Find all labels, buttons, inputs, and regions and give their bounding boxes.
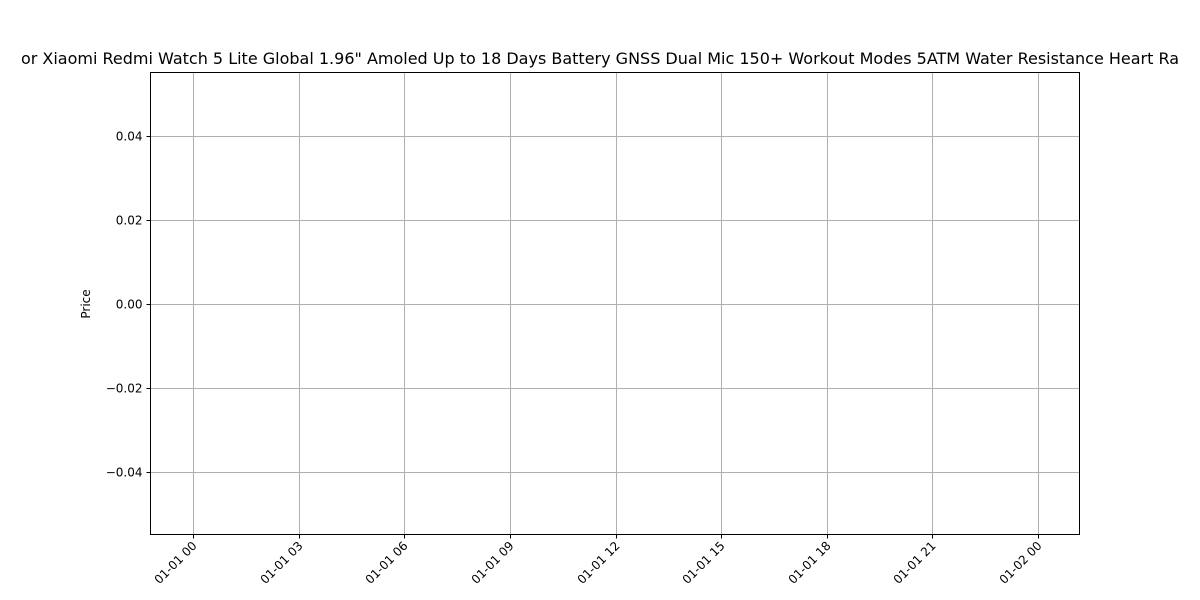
x-tick-label: 01-01 03 bbox=[258, 539, 306, 587]
y-axis: 0.04 0.02 0.00 −0.02 −0.04 bbox=[106, 130, 151, 480]
y-tick-label: −0.02 bbox=[106, 382, 143, 396]
x-tick-label: 01-01 09 bbox=[469, 539, 517, 587]
x-tick-label: 01-01 12 bbox=[575, 539, 623, 587]
x-tick-label: 01-01 15 bbox=[680, 539, 728, 587]
x-tick-label: 01-01 21 bbox=[891, 539, 939, 587]
x-tick-label: 01-01 00 bbox=[152, 539, 200, 587]
y-axis-label: Price bbox=[79, 289, 93, 318]
plot-area-frame bbox=[150, 72, 1080, 535]
y-tick-label: 0.00 bbox=[116, 298, 143, 312]
x-axis: 01-01 00 01-01 03 01-01 06 01-01 09 01-01 12… bbox=[152, 534, 1045, 587]
x-tick-label: 01-01 18 bbox=[786, 539, 834, 587]
y-tick-label: −0.04 bbox=[106, 466, 143, 480]
x-tick-label: 01-01 06 bbox=[363, 539, 411, 587]
y-tick-label: 0.02 bbox=[116, 214, 143, 228]
y-tick-label: 0.04 bbox=[116, 130, 143, 144]
grid-lines bbox=[150, 72, 1080, 535]
x-tick-label: 01-02 00 bbox=[997, 539, 1045, 587]
chart-title: or Xiaomi Redmi Watch 5 Lite Global 1.96… bbox=[21, 49, 1179, 68]
